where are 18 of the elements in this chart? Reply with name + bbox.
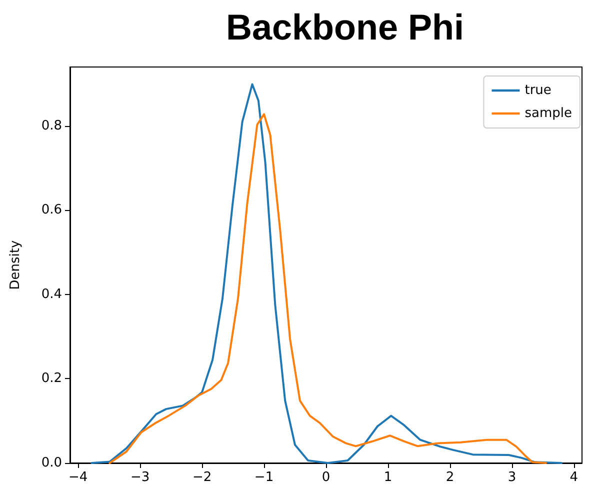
legend-label: sample — [524, 106, 572, 121]
legend-label: true — [524, 83, 552, 98]
x-tick-label: −3 — [130, 470, 150, 485]
y-tick-label: 0.0 — [41, 456, 62, 470]
x-tick-label: −2 — [192, 470, 212, 485]
y-axis-title: Density — [8, 240, 23, 290]
chart-title: Backbone Phi — [226, 6, 464, 48]
x-tick-label: 1 — [384, 470, 392, 485]
x-tick-label: −1 — [254, 470, 274, 485]
x-tick-label: 3 — [508, 470, 516, 485]
x-tick-label: 4 — [570, 470, 578, 485]
x-tick-label: 0 — [322, 470, 330, 485]
x-tick-label: −4 — [68, 470, 88, 485]
y-tick-label: 0.4 — [41, 286, 62, 302]
x-tick-label: 2 — [446, 470, 454, 485]
y-tick-label: 0.8 — [41, 118, 62, 134]
y-tick-label: 0.2 — [41, 371, 62, 386]
y-tick-label: 0.6 — [41, 202, 62, 218]
